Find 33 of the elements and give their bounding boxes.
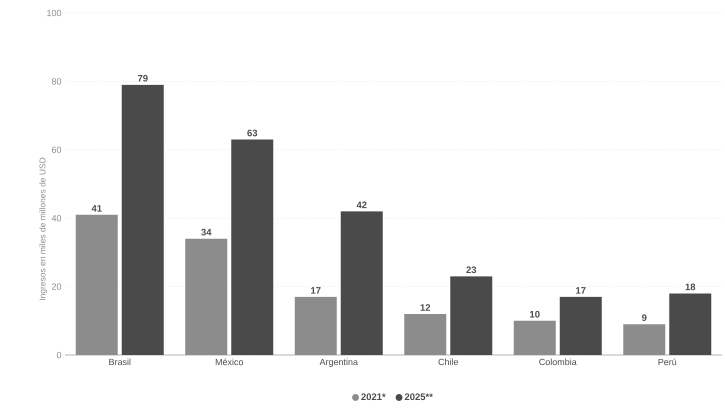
x-tick-label: México xyxy=(216,358,244,366)
data-label: 17 xyxy=(311,287,321,294)
y-tick-label: 40 xyxy=(52,215,62,222)
bar xyxy=(514,320,556,355)
data-label: 42 xyxy=(356,202,367,208)
y-tick-label: 0 xyxy=(56,352,62,358)
data-label: 17 xyxy=(576,287,586,294)
data-label: 9 xyxy=(642,314,647,322)
y-axis-title: Ingresos en miles de millones de USD xyxy=(39,158,48,300)
data-label: 79 xyxy=(138,74,148,82)
y-tick-label: 80 xyxy=(52,78,62,85)
legend-label: 2021* xyxy=(361,393,386,400)
data-label: 10 xyxy=(530,310,540,318)
y-tick-label: 100 xyxy=(47,10,62,16)
data-label: 41 xyxy=(92,205,102,212)
x-tick-label: Colombia xyxy=(539,358,577,366)
data-label: 34 xyxy=(201,228,212,236)
x-tick-label: Brasil xyxy=(109,358,130,366)
y-tick-label: 60 xyxy=(52,146,62,153)
bar xyxy=(404,314,446,355)
bar xyxy=(623,324,666,355)
data-label: 12 xyxy=(420,304,430,311)
bar xyxy=(185,238,228,355)
data-label: 63 xyxy=(247,130,258,136)
y-tick-label: 20 xyxy=(52,283,62,290)
x-tick-label: Argentina xyxy=(320,358,358,367)
bar xyxy=(76,214,118,355)
legend-label: 2025** xyxy=(404,393,433,400)
x-tick-label: Perú xyxy=(658,358,676,366)
x-tick-label: Chile xyxy=(438,358,458,366)
data-label: 18 xyxy=(686,284,696,290)
data-label: 23 xyxy=(466,266,476,274)
bar xyxy=(294,296,337,355)
